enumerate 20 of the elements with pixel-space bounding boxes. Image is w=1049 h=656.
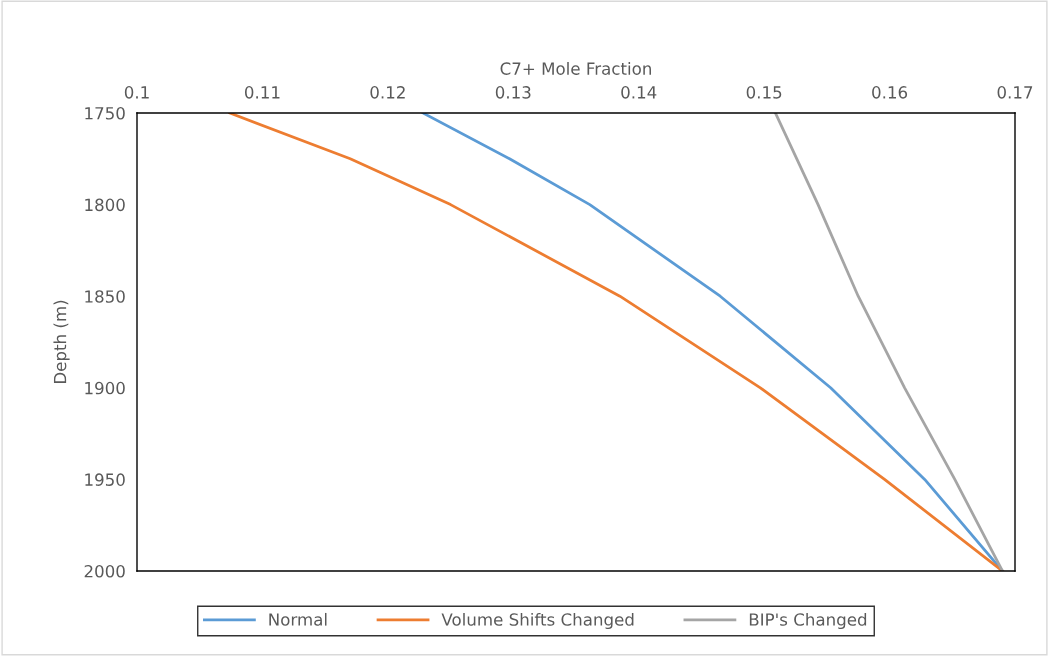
y-tick-label: 1850 (85, 290, 125, 303)
y-tick-label: 2000 (84, 564, 125, 578)
line-series (774, 113, 1004, 571)
x-tick-label: 0.11 (244, 86, 280, 99)
y-tick-label: 1750 (85, 106, 125, 120)
y-tick-label: 1800 (85, 198, 125, 212)
x-tick-label: 0.14 (621, 86, 657, 99)
x-tick-label: 0.12 (370, 86, 405, 99)
y-tick-label: 1950 (85, 473, 125, 486)
x-tick-label: 0.1 (124, 86, 149, 99)
x-tick-label: 0.16 (872, 86, 908, 99)
x-tick-label: 0.13 (495, 86, 531, 99)
x-tick-label: 0.15 (746, 86, 782, 99)
y-tick-label: 1900 (85, 381, 125, 395)
legend-label: Volume Shifts Changed (441, 612, 634, 630)
x-tick-label: 0.17 (997, 86, 1033, 99)
x-axis-title: C7+ Mole Fraction (500, 61, 651, 75)
y-axis-title: Depth (m) (53, 300, 70, 384)
legend-label: BIP's Changed (749, 612, 867, 630)
legend-label: Normal (269, 612, 327, 626)
